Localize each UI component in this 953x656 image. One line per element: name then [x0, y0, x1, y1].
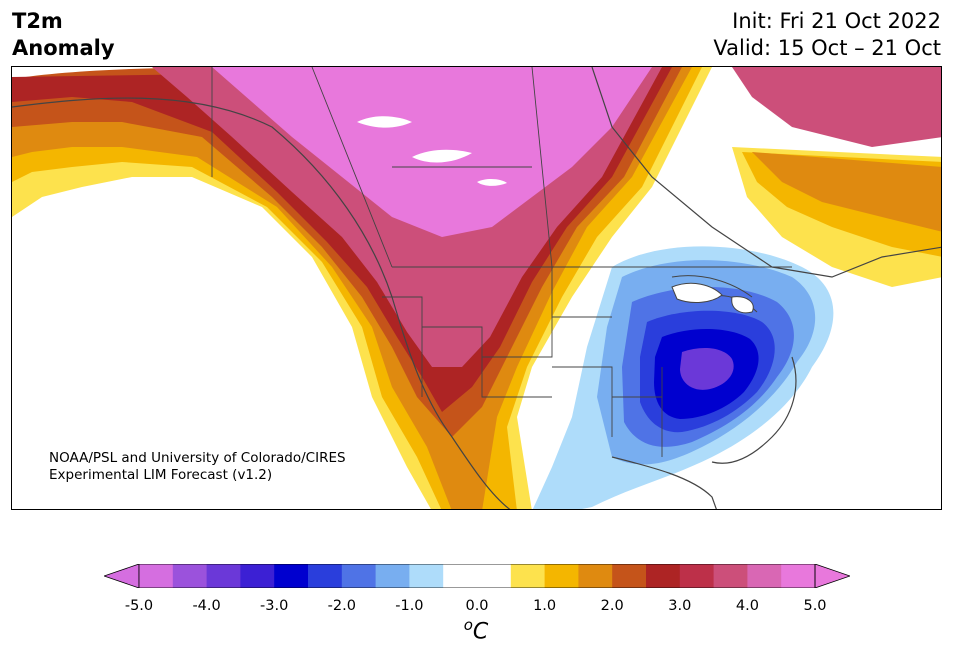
tick-label: 0.0 [465, 598, 489, 614]
colorbar-segment [240, 564, 275, 588]
colorbar-segment [274, 564, 309, 588]
tick-label: -2.0 [327, 598, 356, 614]
credit-line-1: NOAA/PSL and University of Colorado/CIRE… [49, 450, 346, 466]
tick-label: 3.0 [668, 598, 692, 614]
colorbar-over-arrow [814, 564, 850, 588]
forecast-dates: Init: Fri 21 Oct 2022 Valid: 15 Oct – 21… [713, 8, 941, 62]
colorbar-segment [646, 564, 681, 588]
colorbar-segment [477, 564, 512, 588]
units-letter: C [472, 619, 489, 645]
credit-text: NOAA/PSL and University of Colorado/CIRE… [49, 450, 346, 484]
tick-label: -5.0 [124, 598, 154, 614]
tick-label: 1.0 [533, 598, 557, 614]
colorbar-segment [544, 564, 579, 588]
colorbar-segment [409, 564, 444, 588]
colorbar-segment [679, 564, 715, 588]
great-lakes [671, 282, 754, 314]
units-degree: o [463, 616, 473, 634]
tick-label: -3.0 [260, 598, 289, 614]
colorbar-segment [510, 564, 546, 588]
tick-label: 5.0 [803, 598, 827, 614]
anomaly-map [11, 66, 942, 510]
colorbar-segment [139, 564, 174, 588]
colorbar-segments [139, 564, 816, 588]
colorbar-tick-labels: -5.0 -4.0 -3.0 -2.0 -1.0 0.0 1.0 2.0 3.0… [0, 598, 953, 618]
init-date: Init: Fri 21 Oct 2022 [732, 9, 941, 33]
colorbar-segment [612, 564, 647, 588]
colorbar-segment [713, 564, 748, 588]
map-canvas [12, 67, 941, 509]
tick-label: 2.0 [600, 598, 624, 614]
colorbar-under-arrow [104, 564, 140, 588]
colorbar-segment [443, 564, 478, 588]
colorbar-segment [747, 564, 782, 588]
tick-label: 4.0 [735, 598, 759, 614]
colorbar-segment [341, 564, 377, 588]
title-line-2: Anomaly [12, 36, 115, 60]
colorbar-segment [578, 564, 613, 588]
colorbar-outline [138, 564, 816, 588]
colorbar-segment [308, 564, 343, 588]
tick-label: -1.0 [395, 598, 424, 614]
map-title: T2m Anomaly [12, 8, 115, 62]
colorbar-segment [375, 564, 410, 588]
colorbar-segment [172, 564, 208, 588]
title-line-1: T2m [12, 9, 63, 33]
valid-range: Valid: 15 Oct – 21 Oct [713, 36, 941, 60]
tick-label: -4.0 [192, 598, 221, 614]
units-label: oC [464, 616, 489, 644]
colorbar-segment [206, 564, 241, 588]
colorbar [104, 564, 850, 588]
credit-line-2: Experimental LIM Forecast (v1.2) [49, 467, 273, 483]
colorbar-segment [781, 564, 816, 588]
